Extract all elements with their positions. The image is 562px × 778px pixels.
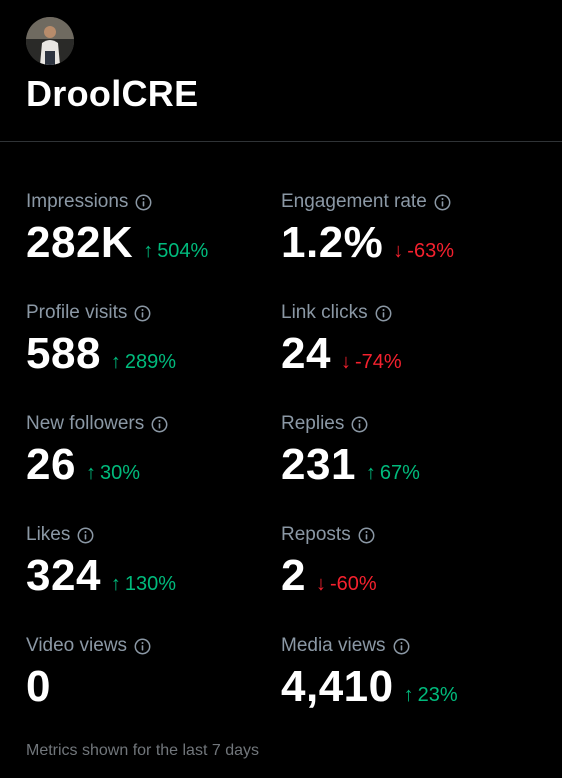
profile-header: DroolCRE	[0, 0, 562, 142]
metric-value: 26	[26, 440, 76, 489]
info-icon[interactable]	[77, 527, 94, 544]
metric-change: ↓ -60%	[316, 573, 377, 596]
metric-value: 588	[26, 329, 101, 378]
metric-likes: Likes 324 ↑ 130%	[26, 523, 276, 599]
metric-label: Engagement rate	[281, 191, 427, 212]
metric-label: Impressions	[26, 191, 129, 212]
metric-value-row: 1.2% ↓ -63%	[281, 220, 531, 266]
arrow-down-icon: ↓	[393, 240, 404, 262]
metric-link-clicks: Link clicks 24 ↓ -74%	[281, 301, 531, 377]
metric-label: Profile visits	[26, 302, 128, 323]
metric-change-percent: -74%	[354, 351, 402, 373]
metric-value-row: 0	[26, 664, 276, 710]
metric-change: ↑ 504%	[143, 240, 208, 263]
metric-change-percent: 23%	[417, 684, 458, 706]
metric-label-row: Impressions	[26, 190, 276, 214]
metric-change: ↓ -63%	[393, 240, 454, 263]
metric-media-views: Media views 4,410 ↑ 23%	[281, 634, 531, 710]
info-icon[interactable]	[134, 305, 151, 322]
metric-label-row: Link clicks	[281, 301, 531, 325]
metric-value-row: 282K ↑ 504%	[26, 220, 276, 266]
info-icon[interactable]	[375, 305, 392, 322]
arrow-up-icon: ↑	[85, 462, 96, 484]
metric-value: 2	[281, 551, 306, 600]
metric-value-row: 4,410 ↑ 23%	[281, 664, 531, 710]
metric-replies: Replies 231 ↑ 67%	[281, 412, 531, 488]
arrow-up-icon: ↑	[365, 462, 376, 484]
metric-change: ↑ 289%	[111, 351, 176, 374]
metric-value: 231	[281, 440, 356, 489]
info-icon[interactable]	[351, 416, 368, 433]
arrow-up-icon: ↑	[143, 240, 154, 262]
metric-impressions: Impressions 282K ↑ 504%	[26, 190, 276, 266]
metric-label: Link clicks	[281, 302, 368, 323]
info-icon[interactable]	[134, 638, 151, 655]
metric-change: ↑ 23%	[404, 684, 458, 707]
metric-value: 0	[26, 662, 51, 711]
metric-change-percent: 30%	[99, 462, 140, 484]
metric-label: Video views	[26, 635, 128, 656]
metric-change: ↓ -74%	[341, 351, 402, 374]
arrow-up-icon: ↑	[110, 573, 121, 595]
metric-label: New followers	[26, 413, 145, 434]
metric-label-row: Profile visits	[26, 301, 276, 325]
metric-label-row: Media views	[281, 634, 531, 658]
profile-username: DroolCRE	[26, 73, 199, 114]
metric-new-followers: New followers 26 ↑ 30%	[26, 412, 276, 488]
arrow-up-icon: ↑	[403, 684, 414, 706]
avatar[interactable]	[26, 17, 74, 65]
metric-change-percent: -63%	[407, 240, 454, 262]
metric-change-percent: 67%	[379, 462, 420, 484]
metric-profile-visits: Profile visits 588 ↑ 289%	[26, 301, 276, 377]
metric-change-percent: -60%	[329, 573, 377, 595]
metrics-period-note: Metrics shown for the last 7 days	[26, 742, 259, 759]
metric-video-views: Video views 0	[26, 634, 276, 710]
metric-value: 282K	[26, 218, 134, 267]
metric-label-row: Replies	[281, 412, 531, 436]
metric-reposts: Reposts 2 ↓ -60%	[281, 523, 531, 599]
header-divider	[0, 141, 562, 142]
metric-change: ↑ 67%	[366, 462, 420, 485]
metric-engagement-rate: Engagement rate 1.2% ↓ -63%	[281, 190, 531, 266]
metric-value-row: 2 ↓ -60%	[281, 553, 531, 599]
metric-change: ↑ 130%	[111, 573, 176, 596]
metric-value: 324	[26, 551, 101, 600]
metric-label-row: New followers	[26, 412, 276, 436]
metric-label-row: Engagement rate	[281, 190, 531, 214]
arrow-down-icon: ↓	[340, 351, 351, 373]
metric-label: Reposts	[281, 524, 351, 545]
metric-value: 4,410	[281, 662, 394, 711]
metric-label: Replies	[281, 413, 345, 434]
info-icon[interactable]	[135, 194, 152, 211]
metric-value-row: 588 ↑ 289%	[26, 331, 276, 377]
metric-label-row: Likes	[26, 523, 276, 547]
metric-value: 1.2%	[281, 218, 384, 267]
metric-change-percent: 130%	[124, 573, 177, 595]
info-icon[interactable]	[358, 527, 375, 544]
metric-value-row: 231 ↑ 67%	[281, 442, 531, 488]
metric-label-row: Reposts	[281, 523, 531, 547]
arrow-down-icon: ↓	[315, 573, 326, 595]
metric-change-percent: 289%	[124, 351, 177, 373]
info-icon[interactable]	[393, 638, 410, 655]
metric-label-row: Video views	[26, 634, 276, 658]
arrow-up-icon: ↑	[110, 351, 121, 373]
metric-label: Likes	[26, 524, 71, 545]
metric-value-row: 324 ↑ 130%	[26, 553, 276, 599]
metric-value-row: 26 ↑ 30%	[26, 442, 276, 488]
metric-value-row: 24 ↓ -74%	[281, 331, 531, 377]
metric-value: 24	[281, 329, 331, 378]
metric-change: ↑ 30%	[86, 462, 140, 485]
metric-label: Media views	[281, 635, 386, 656]
info-icon[interactable]	[151, 416, 168, 433]
info-icon[interactable]	[434, 194, 451, 211]
metric-change-percent: 504%	[157, 240, 209, 262]
